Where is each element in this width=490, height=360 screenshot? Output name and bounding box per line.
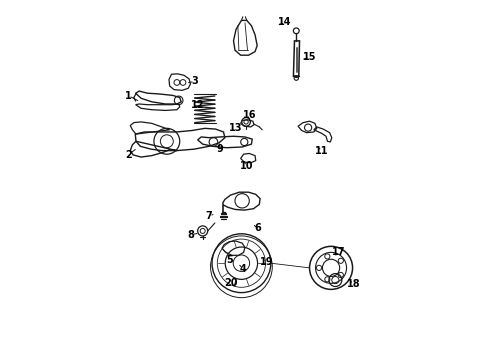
Text: 15: 15 [303, 52, 317, 62]
Text: 5: 5 [226, 255, 233, 265]
Text: 18: 18 [347, 279, 361, 289]
Text: 11: 11 [316, 145, 329, 156]
Text: 1: 1 [125, 91, 132, 101]
Text: 13: 13 [229, 123, 243, 133]
Text: 16: 16 [243, 111, 256, 121]
Text: 14: 14 [278, 17, 292, 27]
Text: 19: 19 [260, 257, 273, 267]
Text: 3: 3 [192, 76, 198, 86]
Text: 2: 2 [125, 150, 132, 160]
Text: 12: 12 [191, 100, 204, 110]
Text: 7: 7 [206, 211, 213, 221]
Text: 10: 10 [240, 161, 253, 171]
Text: 17: 17 [332, 247, 345, 257]
Text: 20: 20 [224, 278, 238, 288]
Text: 9: 9 [217, 144, 223, 154]
Text: 4: 4 [240, 264, 246, 274]
Text: 8: 8 [188, 230, 195, 239]
Text: 6: 6 [254, 224, 261, 233]
